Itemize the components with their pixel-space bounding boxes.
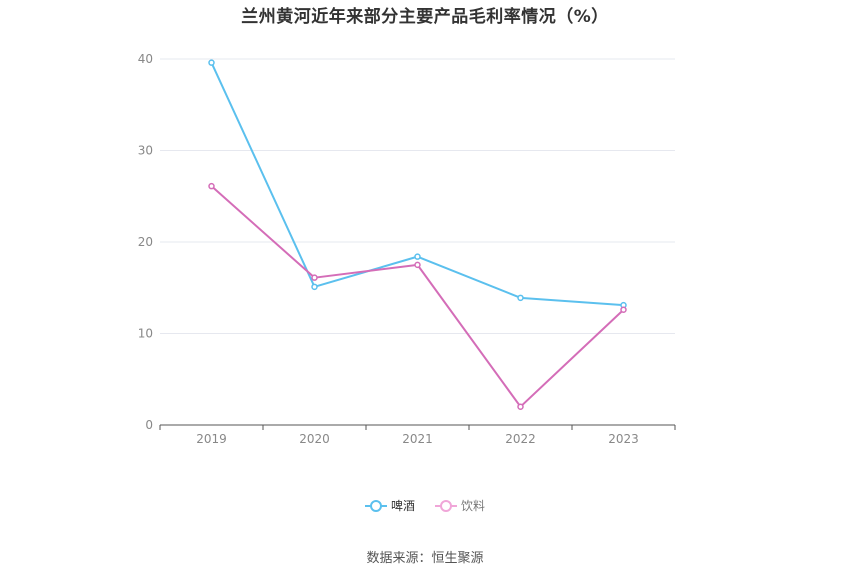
data-source: 数据来源：恒生聚源 (366, 551, 484, 566)
x-tick-label: 2021 (402, 432, 433, 446)
legend-item-beer[interactable]: 啤酒 (364, 497, 415, 514)
data-point-1 (414, 261, 421, 269)
chart-title: 兰州黄河近年来部分主要产品毛利率情况（%） (241, 7, 609, 27)
x-tick-label: 2022 (505, 432, 536, 446)
legend-label-beverage: 饮料 (461, 499, 486, 513)
data-point-0 (414, 253, 421, 260)
y-tick-label: 0 (145, 418, 153, 432)
legend-marker-beverage (435, 499, 457, 512)
series-line-0 (210, 62, 624, 307)
data-point-1 (311, 274, 318, 281)
data-point-1 (208, 182, 215, 190)
data-point-1 (517, 403, 524, 410)
x-tick-label: 2023 (608, 432, 639, 446)
chart-legend: 啤酒 饮料 (0, 497, 850, 514)
series-line-1 (210, 185, 625, 408)
x-tick-label: 2020 (299, 432, 330, 446)
x-tick-label: 2019 (196, 432, 227, 446)
legend-item-beverage[interactable]: 饮料 (435, 497, 485, 514)
y-tick-label: 40 (138, 52, 153, 66)
data-point-0 (208, 59, 215, 66)
y-tick-label: 10 (138, 327, 153, 341)
legend-marker-beer (364, 499, 387, 512)
legend-label-beer: 啤酒 (390, 499, 415, 513)
y-tick-label: 30 (138, 144, 153, 158)
y-tick-label: 20 (138, 235, 153, 249)
data-point-1 (620, 306, 627, 313)
data-point-0 (517, 294, 524, 302)
data-point-0 (311, 283, 318, 291)
